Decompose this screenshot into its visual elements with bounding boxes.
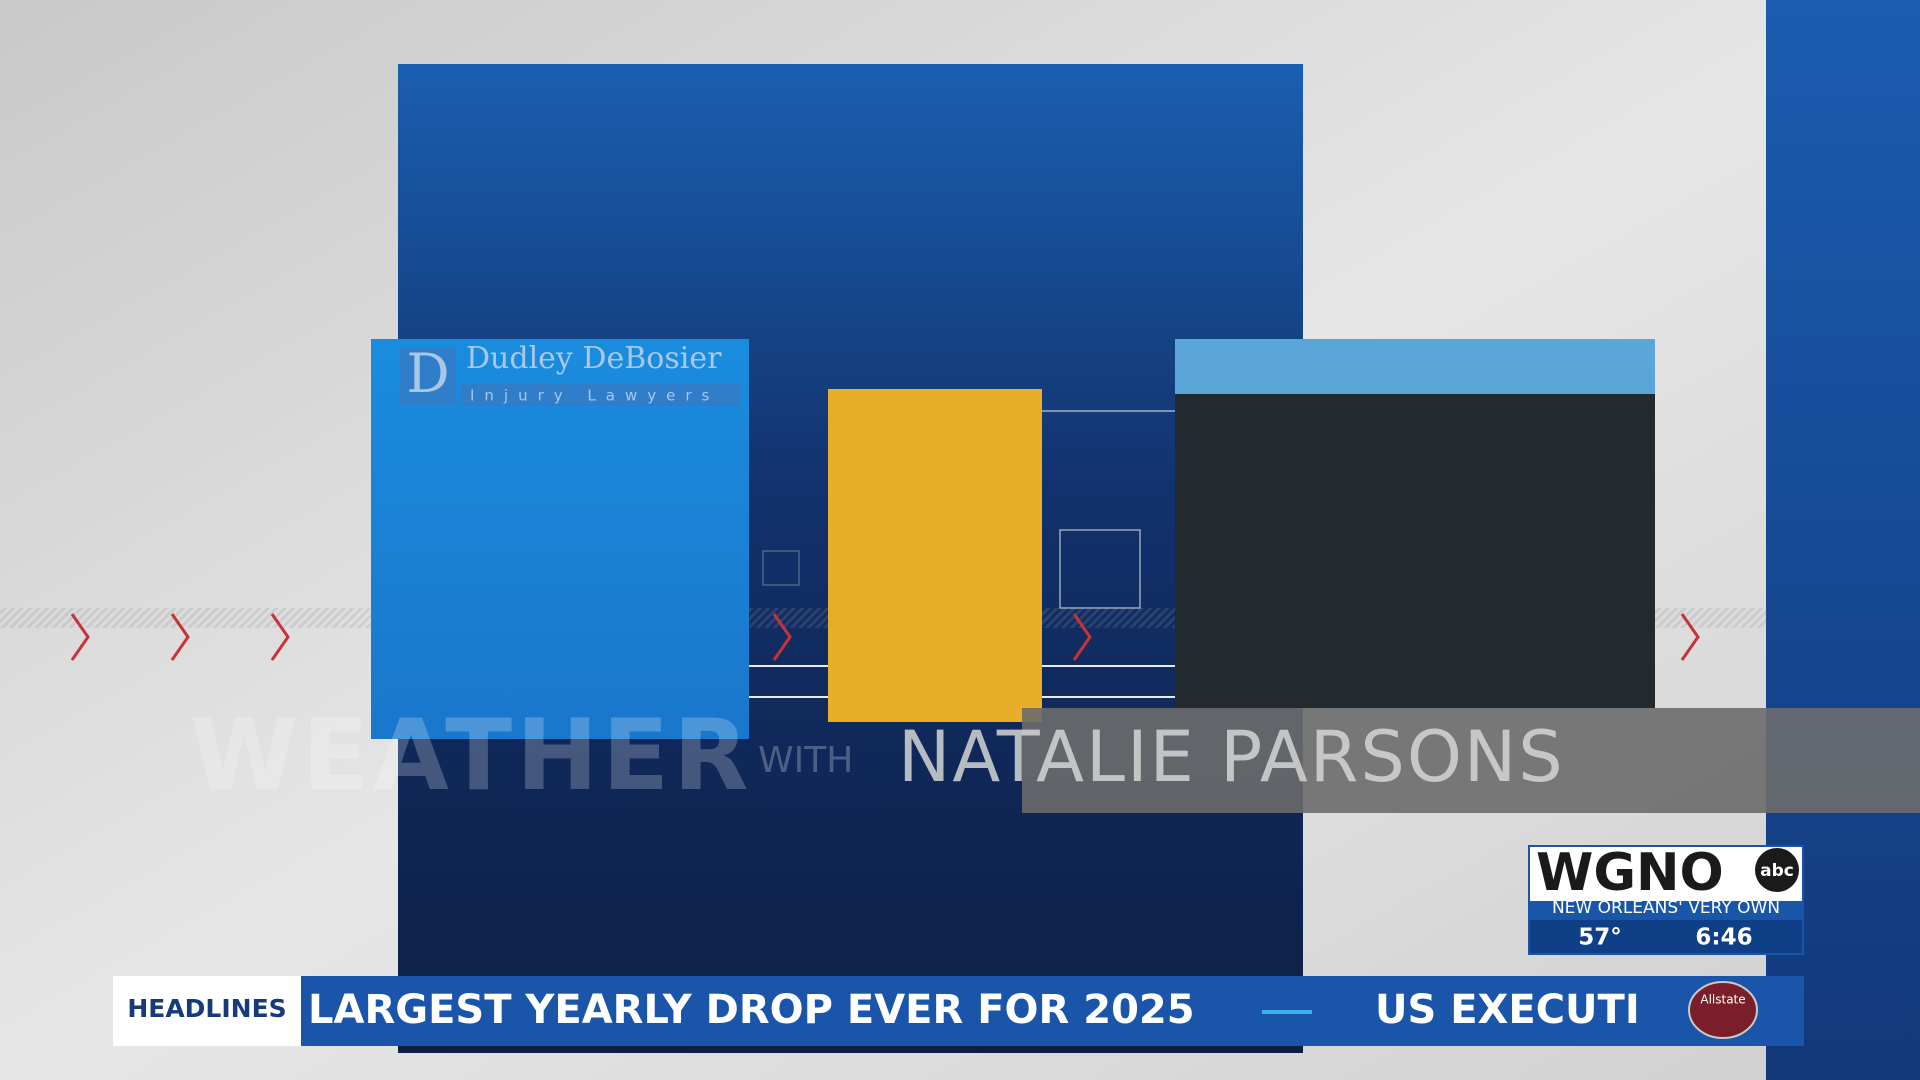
ticker-bar [301, 976, 1804, 1046]
temperature: 57° [1578, 925, 1622, 951]
station-slogan: NEW ORLEANS' VERY OWN [1552, 898, 1780, 918]
frame-box [762, 550, 800, 586]
sponsor-logo [400, 347, 456, 405]
title-with: WITH [758, 740, 853, 781]
bowl-logo-text: Allstate [1700, 993, 1745, 1007]
dark-panel-header [1175, 339, 1655, 394]
title-main: WEATHER [190, 699, 753, 813]
dark-panel [1175, 394, 1655, 708]
name-band [1022, 708, 1920, 813]
station-call: WGNO [1536, 843, 1724, 903]
clock: 6:46 [1695, 925, 1752, 951]
sponsor-tagline: Injury Lawyers [470, 387, 719, 405]
ticker-label-box [113, 976, 301, 1046]
title-name: NATALIE PARSONS [898, 716, 1565, 798]
sponsor-name: Dudley DeBosier [466, 341, 722, 376]
ticker-item: LARGEST YEARLY DROP EVER FOR 2025 [308, 987, 1195, 1033]
station-network: abc [1760, 861, 1794, 881]
station-info-row [1530, 920, 1802, 953]
yellow-panel [828, 389, 1042, 722]
ticker-label: HEADLINES [127, 994, 286, 1023]
sponsor-tag-bar [462, 384, 740, 406]
network-logo [1755, 848, 1799, 892]
bowl-logo [1688, 981, 1758, 1039]
frame-box [1059, 529, 1141, 609]
ticker-item: US EXECUTI [1375, 987, 1640, 1033]
sponsor-initial: D [406, 342, 449, 405]
